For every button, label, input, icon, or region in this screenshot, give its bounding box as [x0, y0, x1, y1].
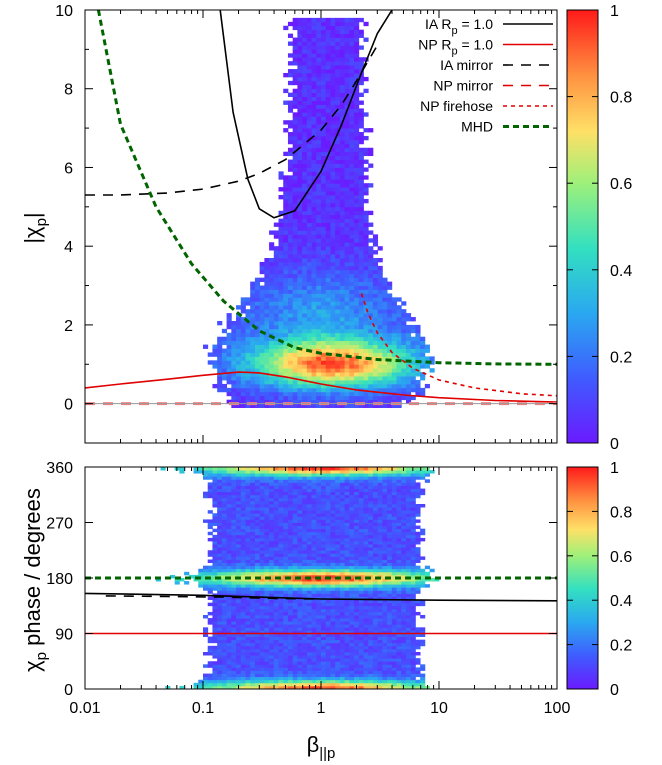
x-tick-label: 100 [544, 700, 571, 717]
colorbar-tick-label: 0 [610, 682, 619, 699]
axes-bottom: 0.01 0.1 1 10 100 0 90 180 270 360 [46, 460, 570, 717]
legend: IA Rp = 1.0NP Rp = 1.0IA mirror NP mirror… [418, 16, 553, 135]
legend-label: MHD [461, 119, 493, 135]
y-tick-label: 0 [64, 397, 73, 414]
series-ia-mirror [85, 44, 378, 196]
series-np-rp-1-0 [85, 371, 557, 403]
y-axis-label-bottom: χp phase / degrees [20, 488, 50, 672]
colorbar-tick-label: 0 [610, 436, 619, 453]
axes-top: 0 2 4 6 8 10 [55, 3, 558, 444]
colorbar-bottom [566, 466, 599, 690]
x-axis-label: β||p [307, 732, 336, 762]
series-mhd [96, 10, 557, 366]
y-tick-label: 6 [64, 160, 73, 177]
colorbar-tick-label: 0.2 [610, 638, 632, 655]
colorbar-tick-label: 0.6 [610, 549, 632, 566]
colorbar-tick-label: 1 [610, 3, 619, 20]
x-tick-label: 1 [317, 700, 326, 717]
colorbar-tick-label: 0.6 [610, 176, 632, 193]
curves-top [85, 10, 557, 406]
y-tick-label: 360 [46, 460, 73, 477]
y-tick-label: 8 [64, 82, 73, 99]
y-tick-label: 270 [46, 516, 73, 533]
legend-label: NP firehose [420, 98, 493, 114]
y-tick-label: 4 [64, 239, 73, 256]
y-tick-label: 90 [55, 627, 73, 644]
curves-bottom [85, 576, 557, 635]
legend-label: IA mirror [440, 57, 493, 73]
colorbar-top-ticks: 0 0.2 0.4 0.6 0.8 1 [567, 3, 632, 453]
y-tick-label: 10 [55, 3, 73, 20]
colorbar-tick-label: 0.2 [610, 349, 632, 366]
colorbar-bottom-ticks: 0 0.2 0.4 0.6 0.8 1 [567, 460, 632, 699]
series-ia-rp-1-0 [219, 10, 393, 219]
y-axis-label-top: |χp| [20, 212, 50, 243]
y-tick-label: 0 [64, 682, 73, 699]
colorbar-tick-label: 1 [610, 460, 619, 477]
heatmap-top [203, 17, 435, 408]
series-ia-mirror [105, 595, 322, 600]
series-ia-rp-1-0 [85, 592, 557, 602]
heatmap-bottom [155, 467, 440, 689]
x-tick-label: 0.1 [192, 700, 214, 717]
y-tick-label: 180 [46, 571, 73, 588]
colorbar-tick-label: 0.8 [610, 90, 632, 107]
x-tick-label: 0.01 [69, 700, 100, 717]
legend-label: IA Rp = 1.0 [425, 16, 493, 37]
colorbar-tick-label: 0.4 [610, 263, 632, 280]
legend-label: NP mirror [433, 78, 493, 94]
y-tick-label: 2 [64, 318, 73, 335]
colorbar-tick-label: 0.4 [610, 593, 632, 610]
colorbar-top [566, 9, 599, 444]
x-tick-label: 10 [430, 700, 448, 717]
legend-label: NP Rp = 1.0 [418, 37, 493, 58]
colorbar-tick-label: 0.8 [610, 504, 632, 521]
